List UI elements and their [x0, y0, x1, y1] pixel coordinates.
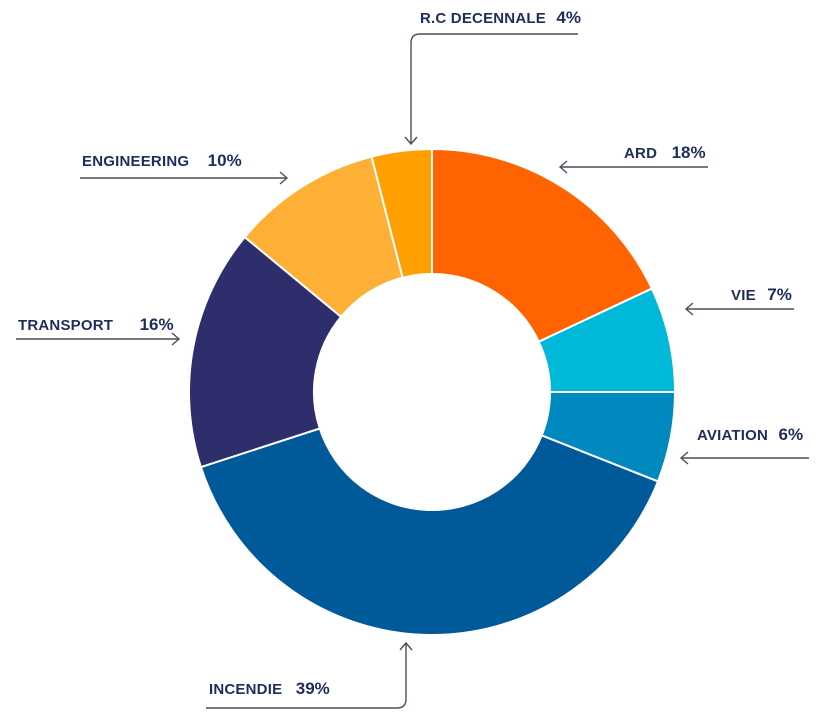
callout-engineering: ENGINEERING 10%	[80, 151, 289, 185]
callout-label-engineering: ENGINEERING 10%	[82, 151, 242, 170]
callout-vie: VIE 7%	[684, 285, 794, 316]
slice-ard	[431, 147, 654, 344]
callout-arrowhead-vie	[684, 302, 694, 316]
slice-incendie	[199, 427, 660, 636]
callout-incendie: INCENDIE 39%	[206, 641, 413, 709]
callout-arrowhead-ard	[558, 160, 568, 174]
callout-transport: TRANSPORT 16%	[16, 315, 181, 346]
callout-label-incendie: INCENDIE 39%	[209, 679, 330, 698]
callouts: R.C DECENNALE 4% ARD 18% ENGINEERING 10%	[16, 8, 809, 709]
callout-arrow-incendie	[206, 643, 407, 709]
callout-label-transport: TRANSPORT 16%	[18, 315, 174, 334]
callout-label-aviation: AVIATION 6%	[697, 425, 803, 444]
callout-arrowhead-incendie	[399, 641, 413, 651]
callout-rc-decennale: R.C DECENNALE 4%	[404, 8, 581, 146]
callout-aviation: AVIATION 6%	[679, 425, 809, 465]
donut-slices	[188, 147, 677, 636]
slice-transport	[188, 235, 343, 469]
callout-arrow-rc-decennale	[410, 33, 578, 143]
callout-arrowhead-transport	[171, 332, 181, 346]
slice-r-c-decennale	[370, 147, 433, 279]
callout-label-rc-decennale: R.C DECENNALE 4%	[420, 8, 581, 27]
callout-arrowhead-aviation	[679, 451, 689, 465]
callout-arrowhead-engineering	[279, 171, 289, 185]
callout-ard: ARD 18%	[558, 143, 708, 174]
callout-label-ard: ARD 18%	[624, 143, 706, 162]
callout-label-vie: VIE 7%	[731, 285, 792, 304]
callout-arrowhead-rc-decennale	[404, 136, 418, 146]
